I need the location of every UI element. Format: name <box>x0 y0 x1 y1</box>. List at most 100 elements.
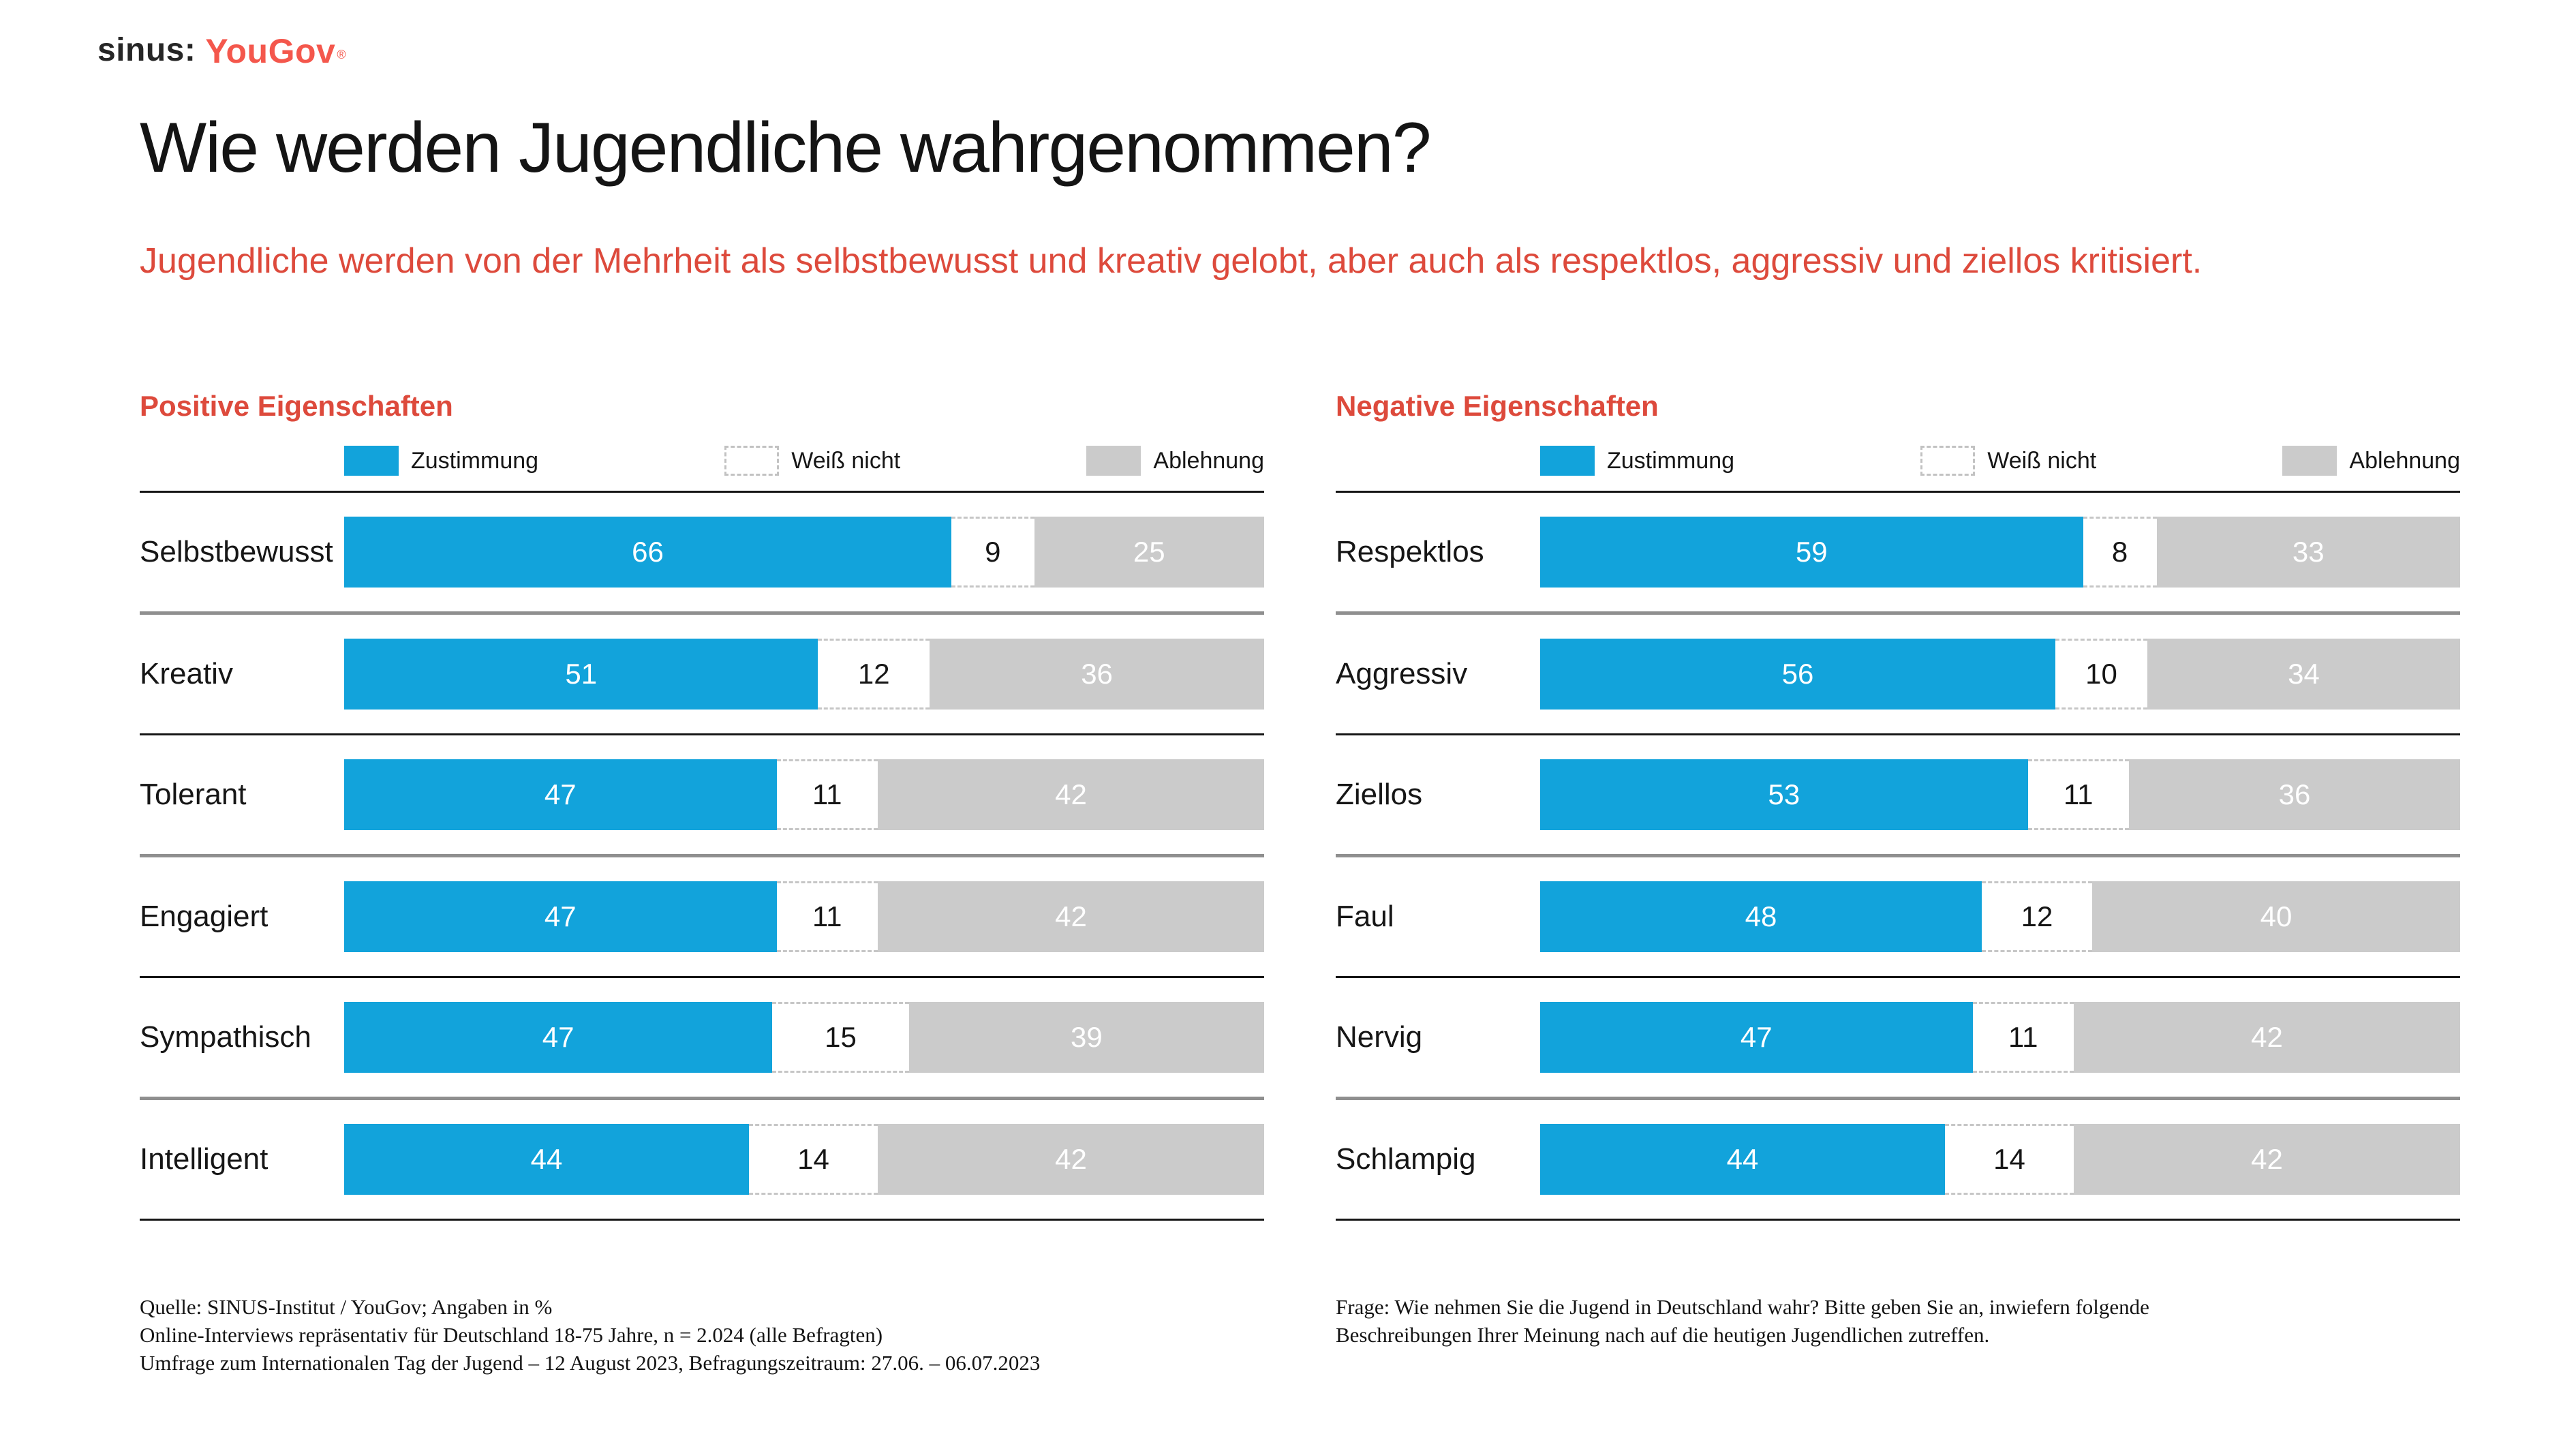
weiss-nicht-value: 11 <box>812 900 842 932</box>
legend-item-weiss-nicht: Weiß nicht <box>1920 446 2096 476</box>
ablehnung-label: Ablehnung <box>2349 447 2460 474</box>
legend-item-weiss-nicht: Weiß nicht <box>724 446 900 476</box>
panel-positive: Positive Eigenschaften Zustimmung Weiß n… <box>140 390 1264 1221</box>
panel-negative-title: Negative Eigenschaften <box>1336 390 1659 422</box>
weiss-nicht-label: Weiß nicht <box>791 447 901 474</box>
stacked-bar: 51 12 36 <box>344 639 1264 710</box>
ablehnung-segment: 25 <box>1034 517 1264 588</box>
ablehnung-segment: 42 <box>878 881 1264 952</box>
weiss-nicht-segment: 11 <box>776 881 878 952</box>
zustimmung-segment: 44 <box>344 1124 749 1195</box>
weiss-nicht-value: 11 <box>2008 1021 2038 1053</box>
stacked-bar: 47 15 39 <box>344 1002 1264 1073</box>
ablehnung-value: 25 <box>1133 536 1165 568</box>
table-row: Sympathisch 47 15 39 <box>140 978 1264 1100</box>
weiss-nicht-segment: 10 <box>2055 639 2147 710</box>
weiss-nicht-segment: 9 <box>951 517 1034 588</box>
stacked-bar: 53 11 36 <box>1540 759 2460 830</box>
category-label: Tolerant <box>140 778 247 811</box>
weiss-nicht-segment: 11 <box>1972 1002 2074 1073</box>
sinus-logo: sinus: <box>97 32 196 68</box>
stacked-bar: 44 14 42 <box>344 1124 1264 1195</box>
category-label: Aggressiv <box>1336 657 1468 690</box>
weiss-nicht-value: 12 <box>2021 900 2053 932</box>
stacked-bar: 56 10 34 <box>1540 639 2460 710</box>
zustimmung-segment: 47 <box>344 1002 773 1073</box>
legend-item-ablehnung: Ablehnung <box>2282 446 2460 476</box>
ablehnung-segment: 36 <box>2129 759 2460 830</box>
weiss-nicht-value: 12 <box>857 658 890 690</box>
ablehnung-value: 42 <box>1055 1143 1087 1175</box>
source-line: Umfrage zum Internationalen Tag der Juge… <box>140 1350 1041 1375</box>
zustimmung-value: 44 <box>530 1143 563 1175</box>
panel-positive-title: Positive Eigenschaften <box>140 390 453 422</box>
ablehnung-segment: 42 <box>878 759 1264 830</box>
ablehnung-swatch-icon <box>1086 446 1141 476</box>
ablehnung-value: 40 <box>2260 900 2293 932</box>
legend: Zustimmung Weiß nicht Ablehnung <box>140 423 1264 493</box>
zustimmung-value: 47 <box>542 1021 574 1053</box>
ablehnung-value: 42 <box>2251 1021 2283 1053</box>
ablehnung-value: 36 <box>2278 778 2311 810</box>
zustimmung-segment: 51 <box>344 639 818 710</box>
logo: sinus: YouGov ® <box>97 31 346 71</box>
ablehnung-swatch-icon <box>2282 446 2337 476</box>
weiss-nicht-value: 14 <box>797 1143 829 1175</box>
stacked-bar: 66 9 25 <box>344 517 1264 588</box>
ablehnung-value: 34 <box>2288 658 2320 690</box>
category-label: Schlampig <box>1336 1142 1476 1176</box>
weiss-nicht-value: 11 <box>2063 778 2094 810</box>
zustimmung-value: 59 <box>1795 536 1828 568</box>
weiss-nicht-label: Weiß nicht <box>1987 447 2097 474</box>
page-subtitle: Jugendliche werden von der Mehrheit als … <box>140 241 2203 281</box>
rows: Respektlos 59 8 33 Aggressiv 56 10 34 Zi… <box>1336 493 2460 1221</box>
ablehnung-segment: 36 <box>930 639 1264 710</box>
zustimmung-segment: 47 <box>344 759 777 830</box>
table-row: Selbstbewusst 66 9 25 <box>140 493 1264 615</box>
ablehnung-segment: 33 <box>2156 517 2460 588</box>
weiss-nicht-value: 8 <box>2111 536 2128 568</box>
table-row: Engagiert 47 11 42 <box>140 857 1264 978</box>
category-label: Respektlos <box>1336 535 1484 568</box>
page-title: Wie werden Jugendliche wahrgenommen? <box>140 108 1432 187</box>
ablehnung-segment: 42 <box>2074 1124 2460 1195</box>
table-row: Ziellos 53 11 36 <box>1336 735 2460 857</box>
weiss-nicht-segment: 11 <box>776 759 878 830</box>
zustimmung-value: 51 <box>565 658 598 690</box>
stacked-bar: 44 14 42 <box>1540 1124 2460 1195</box>
source-line: Quelle: SINUS-Institut / YouGov; Angaben… <box>140 1295 553 1319</box>
ablehnung-segment: 42 <box>878 1124 1264 1195</box>
zustimmung-segment: 53 <box>1540 759 2028 830</box>
stacked-bar: 59 8 33 <box>1540 517 2460 588</box>
weiss-nicht-value: 14 <box>1993 1143 2025 1175</box>
table-row: Tolerant 47 11 42 <box>140 735 1264 857</box>
zustimmung-value: 53 <box>1768 778 1800 810</box>
category-label: Engagiert <box>140 900 269 933</box>
zustimmung-value: 56 <box>1781 658 1814 690</box>
weiss-nicht-value: 10 <box>2085 658 2117 690</box>
zustimmung-swatch-icon <box>344 446 399 476</box>
weiss-nicht-segment: 11 <box>2027 759 2129 830</box>
panel-negative: Negative Eigenschaften Zustimmung Weiß n… <box>1336 390 2460 1221</box>
stacked-bar: 47 11 42 <box>344 881 1264 952</box>
weiss-nicht-value: 11 <box>812 778 842 810</box>
ablehnung-value: 42 <box>1055 778 1087 810</box>
weiss-nicht-value: 9 <box>985 536 1001 568</box>
zustimmung-segment: 47 <box>344 881 777 952</box>
weiss-nicht-value: 15 <box>825 1021 857 1053</box>
yougov-logo: YouGov ® <box>205 32 346 70</box>
weiss-nicht-segment: 14 <box>1945 1124 2074 1195</box>
registered-mark-icon: ® <box>337 47 346 61</box>
table-row: Faul 48 12 40 <box>1336 857 2460 978</box>
legend-item-ablehnung: Ablehnung <box>1086 446 1264 476</box>
zustimmung-segment: 44 <box>1540 1124 1945 1195</box>
charts-area: Positive Eigenschaften Zustimmung Weiß n… <box>140 390 2460 1221</box>
legend: Zustimmung Weiß nicht Ablehnung <box>1336 423 2460 493</box>
table-row: Kreativ 51 12 36 <box>140 615 1264 735</box>
zustimmung-value: 47 <box>544 778 577 810</box>
weiss-nicht-segment: 12 <box>1982 881 2092 952</box>
question-note: Frage: Wie nehmen Sie die Jugend in Deut… <box>1336 1295 2149 1347</box>
legend-item-zustimmung: Zustimmung <box>1540 446 1734 476</box>
ablehnung-segment: 34 <box>2147 639 2460 710</box>
legend-item-zustimmung: Zustimmung <box>344 446 538 476</box>
